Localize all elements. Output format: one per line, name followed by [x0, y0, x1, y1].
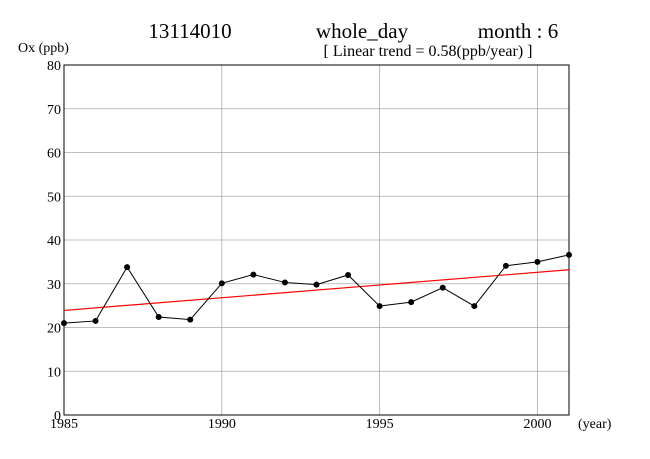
- x-axis-label: (year): [578, 417, 612, 432]
- y-tick-label: 50: [47, 190, 61, 205]
- data-point: [439, 284, 446, 291]
- data-point: [471, 303, 478, 310]
- y-tick-label: 60: [47, 147, 61, 162]
- x-tick-label: 2000: [523, 417, 551, 432]
- x-tick-label: 1995: [366, 417, 394, 432]
- y-tick-label: 80: [47, 59, 61, 74]
- data-point: [250, 271, 257, 278]
- y-axis-label: Ox (ppb): [18, 41, 69, 56]
- y-tick-label: 10: [47, 365, 61, 380]
- data-point: [92, 317, 99, 324]
- y-tick-label: 20: [47, 322, 61, 337]
- data-point: [281, 279, 288, 286]
- period-label: whole_day: [316, 19, 409, 43]
- data-line: [63, 254, 570, 324]
- series-group: [61, 251, 572, 327]
- y-tick-label: 30: [47, 278, 61, 293]
- month-label: month : 6: [478, 19, 559, 43]
- trend-line-group: [63, 269, 570, 312]
- plot-frame: [63, 64, 570, 416]
- data-point: [187, 316, 194, 323]
- linear-trend-line: [63, 269, 570, 312]
- y-tick-labels: 0 10 20 30 40 50 60 70 80: [47, 59, 61, 424]
- data-point: [408, 299, 415, 306]
- trend-label: [ Linear trend = 0.58(ppb/year) ]: [324, 43, 533, 60]
- data-point: [502, 262, 509, 269]
- y-tick-label: 70: [47, 103, 61, 118]
- x-tick-labels: 1985 1990 1995 2000: [50, 417, 551, 432]
- data-point: [61, 320, 67, 327]
- data-point: [376, 303, 383, 310]
- data-point: [313, 281, 320, 288]
- x-tick-label: 1990: [208, 417, 236, 432]
- y-tick-label: 40: [47, 234, 61, 249]
- data-point: [218, 280, 225, 287]
- data-point: [124, 264, 131, 271]
- grid-lines: [64, 65, 569, 415]
- y-tick-label: 0: [54, 409, 61, 424]
- x-tick-label: 1985: [50, 417, 78, 432]
- data-point: [155, 314, 162, 320]
- data-point: [566, 251, 572, 258]
- station-id: 13114010: [148, 19, 231, 43]
- data-point: [534, 258, 541, 265]
- data-point: [345, 272, 352, 278]
